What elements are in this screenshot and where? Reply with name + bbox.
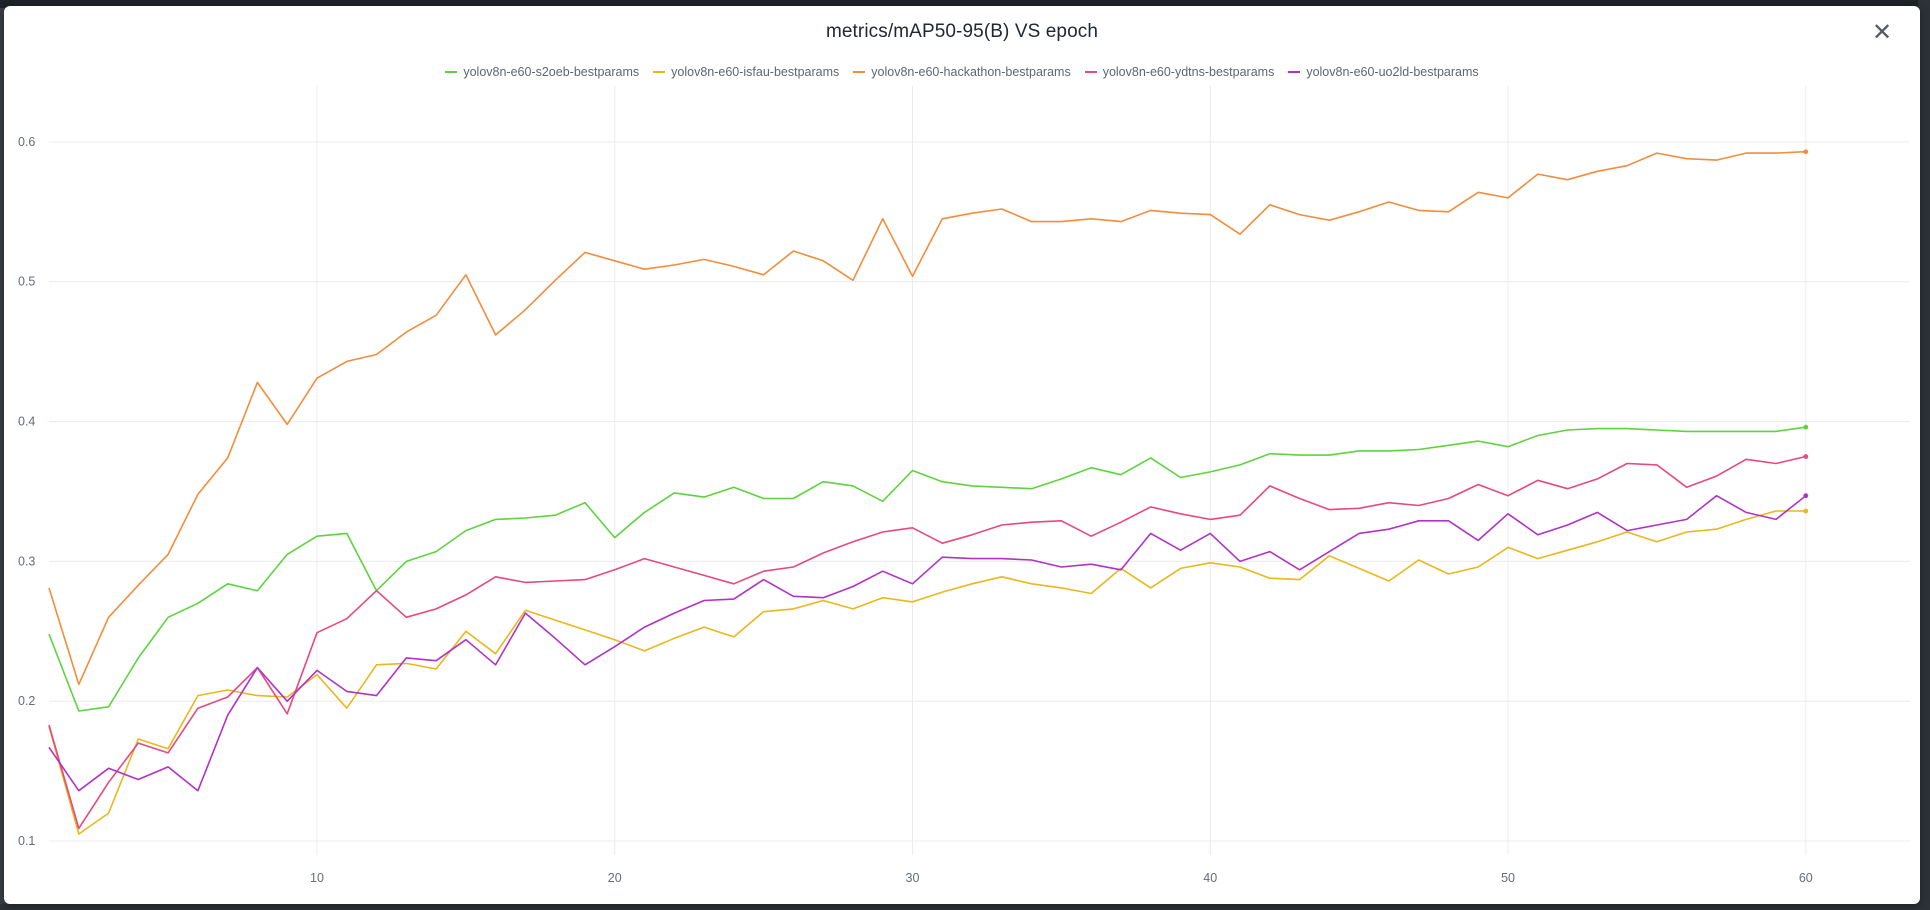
y-tick-label-4: 0.5 (18, 275, 35, 289)
legend-label-isfau: yolov8n-e60-isfau-bestparams (671, 65, 840, 79)
series-layer (48, 149, 1809, 835)
legend-swatch-isfau (653, 71, 666, 73)
chart-legend: yolov8n-e60-s2oeb-bestparams yolov8n-e60… (4, 65, 1920, 79)
x-tick-label-3: 40 (1203, 871, 1217, 885)
legend-label-ydtns: yolov8n-e60-ydtns-bestparams (1102, 65, 1275, 79)
line-chart: 0.1 0.2 0.3 0.4 0.5 0.6 10 20 30 40 50 60 (18, 86, 1910, 885)
series-end-point-0[interactable] (1803, 424, 1809, 430)
close-icon[interactable]: ✕ (1871, 19, 1893, 46)
legend-swatch-s2oeb (445, 71, 458, 73)
y-tick-label-3: 0.4 (18, 415, 35, 429)
series-line-0[interactable] (48, 426, 1806, 712)
x-tick-label-4: 50 (1501, 871, 1515, 885)
series-end-point-3[interactable] (1803, 454, 1809, 459)
tick-layer: 0.1 0.2 0.3 0.4 0.5 0.6 10 20 30 40 50 60 (18, 135, 1813, 885)
y-tick-label-2: 0.3 (18, 554, 35, 568)
series-line-1[interactable] (48, 510, 1806, 835)
backdrop-right (1918, 0, 1930, 910)
legend-item-uo2ld[interactable]: yolov8n-e60-uo2ld-bestparams (1288, 65, 1479, 79)
series-end-point-1[interactable] (1803, 508, 1809, 514)
legend-label-s2oeb: yolov8n-e60-s2oeb-bestparams (463, 65, 640, 79)
legend-item-s2oeb[interactable]: yolov8n-e60-s2oeb-bestparams (445, 65, 639, 79)
chart-modal: metrics/mAP50-95(B) VS epoch ✕ yolov8n-e… (4, 6, 1920, 904)
backdrop-bottom (0, 904, 1930, 910)
legend-label-hackathon: yolov8n-e60-hackathon-bestparams (871, 65, 1071, 79)
y-tick-label-5: 0.6 (18, 135, 35, 149)
series-line-4[interactable] (48, 494, 1807, 792)
legend-item-hackathon[interactable]: yolov8n-e60-hackathon-bestparams (853, 65, 1071, 79)
legend-item-isfau[interactable]: yolov8n-e60-isfau-bestparams (653, 65, 839, 79)
x-tick-label-2: 30 (906, 871, 920, 885)
grid-layer (49, 86, 1910, 855)
legend-label-uo2ld: yolov8n-e60-uo2ld-bestparams (1306, 65, 1479, 79)
legend-item-ydtns[interactable]: yolov8n-e60-ydtns-bestparams (1084, 65, 1275, 79)
series-end-point-2[interactable] (1803, 149, 1809, 155)
y-tick-label-0: 0.1 (18, 834, 35, 848)
x-tick-label-1: 20 (608, 871, 622, 885)
series-end-point-4[interactable] (1803, 493, 1809, 499)
x-tick-label-0: 10 (310, 871, 324, 885)
y-tick-label-1: 0.2 (18, 694, 35, 708)
backdrop-top (0, 0, 1930, 8)
x-tick-label-5: 60 (1799, 871, 1813, 885)
legend-swatch-ydtns (1084, 71, 1097, 73)
series-line-2[interactable] (48, 150, 1806, 686)
chart-title: metrics/mAP50-95(B) VS epoch (825, 21, 1099, 42)
series-line-3[interactable] (48, 455, 1806, 830)
legend-swatch-uo2ld (1288, 71, 1301, 73)
legend-swatch-hackathon (853, 71, 866, 73)
